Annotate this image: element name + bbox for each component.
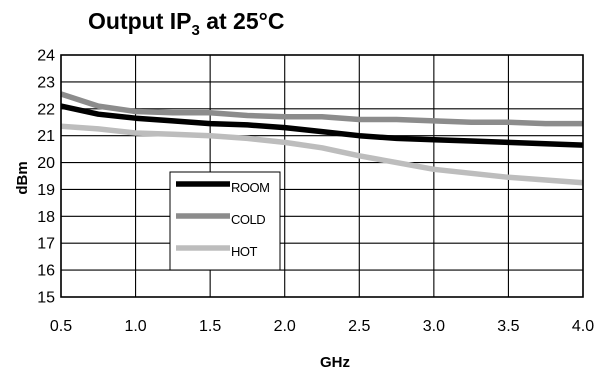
x-tick-label: 1.0	[124, 318, 146, 335]
y-tick-label: 20	[37, 155, 55, 172]
chart-title-subscript: 3	[191, 22, 199, 39]
series-line-room	[60, 103, 584, 148]
y-tick-label: 15	[37, 290, 55, 307]
y-tick-label: 16	[37, 263, 55, 280]
chart-title-main: Output IP	[88, 8, 191, 34]
x-tick-label: 4.0	[572, 318, 594, 335]
legend-label-cold: COLD	[231, 212, 265, 227]
x-tick-label: 1.5	[199, 318, 221, 335]
chart-title-suffix: at 25°C	[200, 8, 285, 34]
x-tick-label: 2.0	[274, 318, 296, 335]
y-axis-label: dBm	[14, 161, 31, 194]
series-lines	[60, 91, 584, 186]
y-tick-label: 21	[37, 128, 55, 145]
tick-labels: 0.5 1.0 1.5 2.0 2.5 3.0 3.5 4.0 15 16 17 18 19 20 21 22…	[37, 48, 594, 336]
y-tick-label: 17	[37, 236, 55, 253]
x-axis-label: GHz	[320, 354, 350, 371]
y-tick-label: 24	[37, 48, 55, 65]
x-tick-label: 0.5	[50, 318, 72, 335]
legend-label-hot: HOT	[231, 244, 258, 259]
legend: ROOM COLD HOT	[169, 171, 281, 271]
series-line-hot	[60, 123, 584, 186]
y-tick-label: 22	[37, 101, 55, 118]
x-tick-label: 3.5	[497, 318, 519, 335]
legend-box	[169, 171, 281, 271]
y-tick-label: 18	[37, 209, 55, 226]
plot-frame	[60, 54, 584, 298]
y-tick-label: 23	[37, 74, 55, 91]
series-line-cold	[60, 91, 583, 127]
chart-title: Output IP3 at 25°C	[88, 8, 284, 39]
legend-label-room: ROOM	[231, 180, 269, 195]
x-tick-label: 3.0	[423, 318, 445, 335]
y-tick-label: 19	[37, 182, 55, 199]
x-tick-label: 2.5	[348, 318, 370, 335]
